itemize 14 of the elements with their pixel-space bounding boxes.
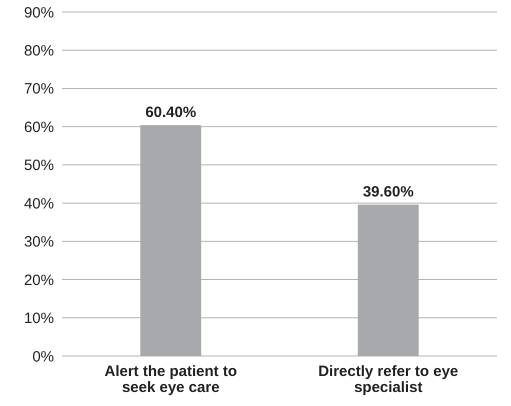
y-tick-label: 50% [24, 157, 54, 174]
y-tick-label: 0% [32, 348, 54, 366]
data-label: 60.40% [145, 104, 196, 122]
y-tick-label: 90% [24, 4, 54, 22]
y-tick-label: 70% [24, 80, 54, 98]
y-tick-label: 30% [24, 234, 54, 251]
data-label: 39.60% [362, 184, 414, 201]
y-tick-label: 20% [24, 272, 54, 289]
y-tick-label: 60% [24, 118, 54, 136]
x-tick-label: Alert the patient to seek eye care [104, 363, 238, 396]
y-tick-label: 40% [24, 195, 54, 212]
y-tick-label: 80% [24, 42, 54, 60]
y-tick-label: 10% [24, 310, 54, 328]
x-tick-label: Directly refer to eye specialist [318, 363, 458, 396]
